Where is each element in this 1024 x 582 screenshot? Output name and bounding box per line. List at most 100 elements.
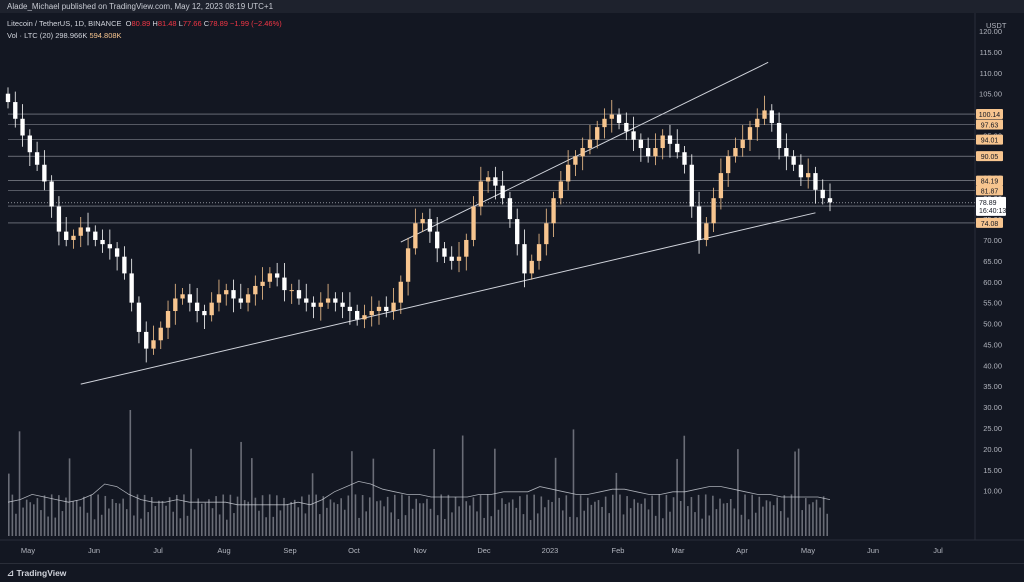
volume-bar (193, 509, 196, 536)
volume-bar (640, 503, 643, 536)
volume-bar (229, 494, 232, 536)
current-price-text: 78.89 (979, 200, 997, 207)
level-price-tag (976, 109, 1003, 120)
candle-body (718, 173, 724, 199)
price-chart[interactable]: 10.00 15.00 20.00 25.00 30.00 35.00 40.00 45.00… (0, 13, 1024, 563)
volume-bar (161, 500, 164, 536)
volume-bar (611, 494, 614, 536)
open-label: O (125, 19, 132, 28)
candle-body (420, 219, 425, 224)
price-tick-label: 45.00 (983, 340, 1002, 349)
candle-body (289, 290, 294, 292)
volume-bar (118, 503, 121, 536)
volume-bar (812, 502, 814, 536)
volume-bar (315, 494, 317, 536)
candle-body (216, 294, 222, 303)
tradingview-logo[interactable]: ⊿ TradingView (7, 564, 66, 582)
volume-bar (336, 504, 339, 536)
volume-bar (386, 496, 389, 536)
volume-bar (744, 494, 746, 536)
volume-bar (408, 495, 410, 536)
volume-bar (479, 495, 482, 536)
volume-bar (804, 498, 807, 536)
volume-bar (175, 494, 178, 536)
volume-bar (179, 518, 182, 536)
candle-body (500, 185, 505, 199)
candle-body (376, 306, 382, 312)
tradingview-brand: TradingView (16, 568, 67, 578)
candle-body (544, 223, 549, 245)
volume-bar (293, 499, 296, 536)
volume-bar (65, 497, 67, 536)
volume-bar (86, 512, 89, 536)
volume-ma-value: 594.808K (89, 31, 122, 40)
volume-bar (22, 507, 24, 536)
time-axis-label: Jul (933, 546, 943, 555)
volume-bar (136, 494, 139, 536)
volume-bar (465, 501, 468, 536)
candle-body (333, 298, 338, 303)
volume-bar (436, 515, 439, 536)
candle-body (209, 302, 214, 316)
volume-bar (58, 495, 60, 536)
candle-body (529, 260, 534, 274)
volume-bar (411, 508, 414, 536)
footer-bar: ⊿ TradingView (0, 563, 1024, 582)
candle-body (93, 231, 98, 240)
volume-bar (390, 512, 393, 536)
volume-bar (740, 514, 743, 536)
candle-body (427, 219, 433, 232)
high-label: H (152, 19, 158, 28)
volume-bar (379, 500, 382, 536)
volume-bar (429, 508, 432, 536)
volume-bar (100, 514, 103, 536)
volume-bar (54, 517, 57, 536)
volume-bar (790, 494, 793, 536)
volume-bar (608, 513, 611, 536)
volume-title[interactable]: Vol · LTC (20) (7, 31, 54, 40)
volume-bar (404, 515, 407, 536)
volume-bar (190, 448, 192, 536)
volume-bar (150, 497, 153, 536)
candle-body (151, 340, 156, 349)
volume-bar (29, 502, 32, 536)
volume-bar (536, 513, 539, 536)
symbol-label[interactable]: Litecoin / TetherUS, 1D, BINANCE (7, 19, 122, 28)
candle-body (522, 244, 527, 274)
time-axis-label: Nov (413, 546, 427, 555)
volume-bar (143, 494, 146, 536)
volume-bar (458, 506, 460, 536)
volume-bar (93, 519, 96, 536)
candle-body (64, 231, 69, 240)
volume-bar (579, 495, 582, 536)
price-tick-label: 55.00 (983, 299, 1002, 308)
candle-body (580, 148, 585, 157)
volume-bar (815, 499, 818, 536)
volume-bar (8, 473, 10, 536)
volume-bar (326, 507, 328, 536)
time-axis-label: Dec (477, 546, 491, 555)
volume-bar (311, 473, 314, 536)
candle-body (42, 164, 47, 182)
volume-legend: Vol · LTC (20) 298.966K 594.808K (7, 31, 122, 40)
volume-bar (165, 505, 167, 536)
publisher-bar: Alade_Michael published on TradingView.c… (0, 0, 1024, 13)
volume-bar (383, 506, 385, 536)
volume-bar (461, 435, 464, 536)
candle-body (660, 135, 665, 149)
time-axis-label: May (801, 546, 815, 555)
candle-body (274, 273, 280, 278)
volume-bar (444, 518, 446, 536)
volume-bar (393, 494, 396, 536)
volume-bar (501, 498, 503, 536)
price-tick-label: 105.00 (979, 90, 1002, 99)
candle-body (27, 135, 32, 153)
candle-body (616, 114, 622, 123)
candle-body (347, 306, 353, 312)
volume-bar (236, 496, 239, 536)
volume-bar (15, 513, 17, 536)
volume-bar (90, 494, 92, 536)
volume-bar (318, 514, 321, 536)
volume-bar (451, 512, 453, 536)
volume-bar (690, 497, 693, 536)
